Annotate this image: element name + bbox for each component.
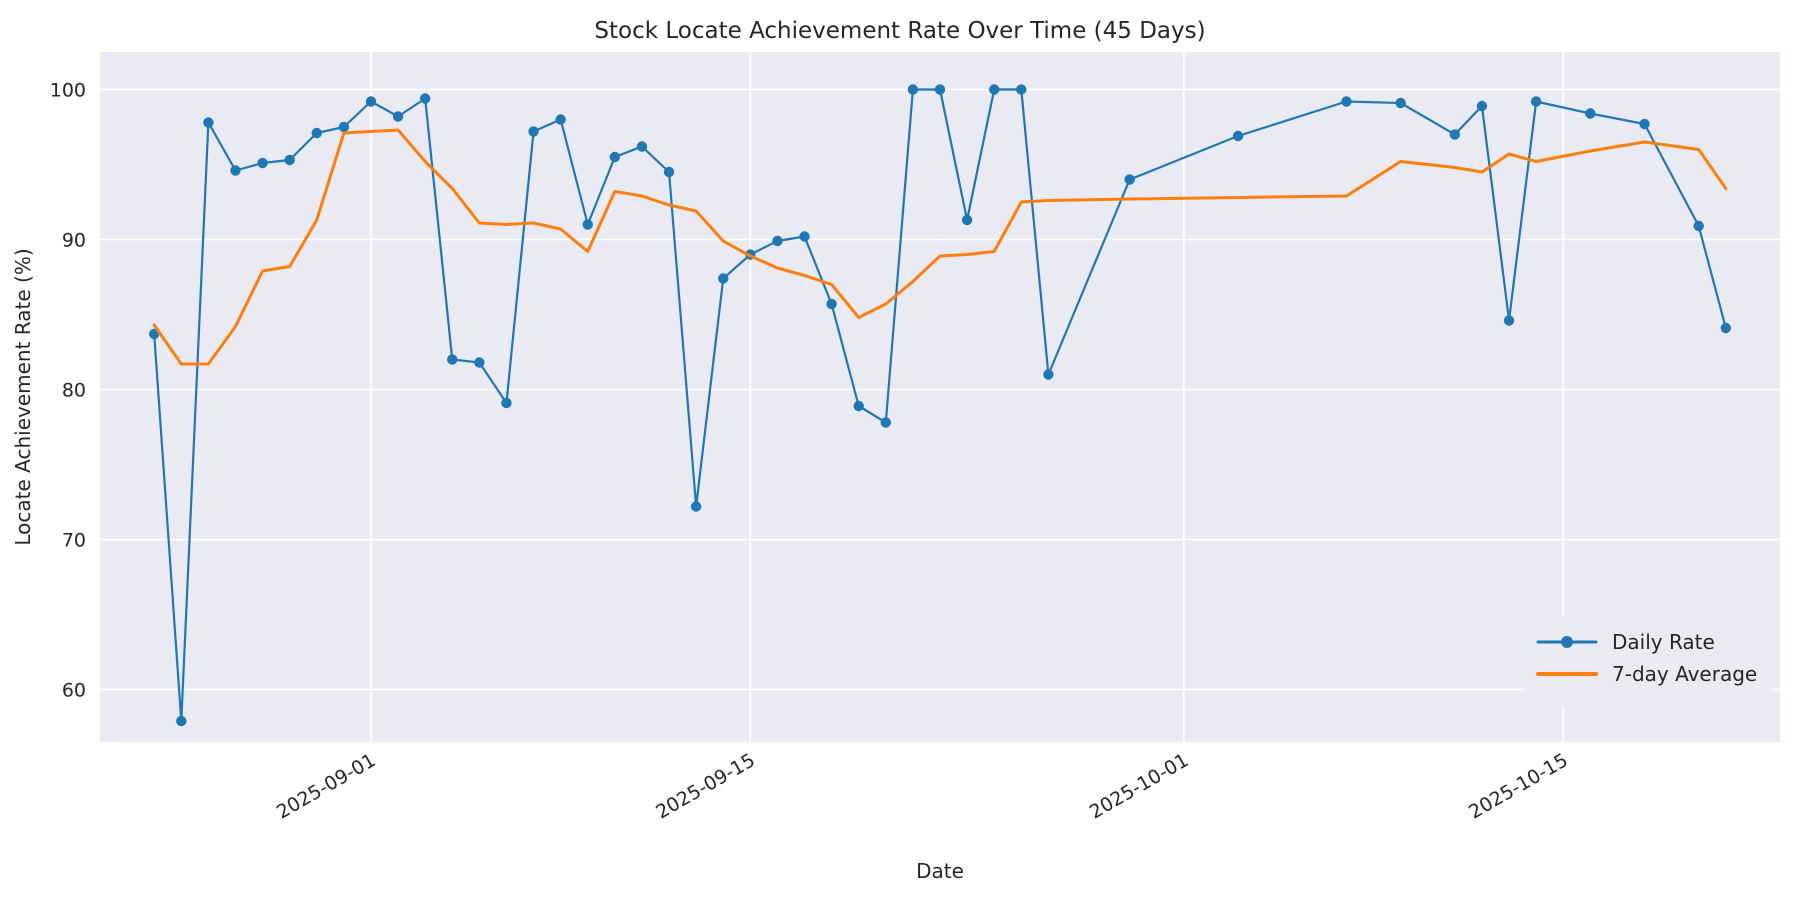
legend-item-label: Daily Rate	[1612, 630, 1715, 654]
data-point-marker	[1232, 130, 1244, 142]
data-point-marker	[392, 111, 404, 122]
y-tick-label: 90	[62, 230, 86, 252]
data-point-marker	[636, 141, 648, 152]
y-tick-label: 70	[62, 530, 86, 552]
data-point-marker	[176, 715, 187, 727]
data-point-marker	[148, 328, 160, 340]
data-point-marker	[663, 166, 675, 178]
data-point-marker	[934, 84, 946, 95]
legend-item-7-day-average[interactable]: 7-day Average	[1536, 662, 1757, 686]
data-point-marker	[1124, 174, 1135, 185]
data-point-marker	[1016, 84, 1027, 95]
y-axis-label: Locate Achievement Rate (%)	[11, 248, 35, 545]
y-gridlines	[100, 88, 1780, 691]
plot-area-background	[100, 52, 1780, 742]
data-point-marker	[1449, 129, 1461, 140]
data-point-marker	[1585, 108, 1596, 119]
data-point-marker	[988, 84, 1000, 95]
legend-swatch-marker	[1561, 636, 1573, 648]
data-point-marker	[799, 231, 810, 242]
data-point-marker	[1530, 96, 1542, 107]
data-point-marker	[1639, 118, 1650, 130]
data-point-marker	[555, 114, 566, 125]
data-point-marker	[1476, 100, 1488, 112]
y-tick-label: 60	[62, 680, 86, 702]
data-point-marker	[582, 219, 593, 230]
data-point-marker	[365, 96, 377, 107]
data-point-marker	[1043, 369, 1054, 380]
data-point-marker	[1720, 322, 1732, 334]
series-7-day-average	[152, 128, 1728, 366]
data-point-marker	[447, 354, 458, 365]
y-tick-label: 100	[50, 80, 86, 102]
data-point-marker	[474, 357, 485, 368]
data-point-marker	[284, 154, 295, 166]
data-point-marker	[961, 214, 973, 226]
data-point-marker	[907, 84, 919, 95]
legend-background	[1524, 616, 1772, 706]
data-point-marker	[826, 298, 837, 310]
x-axis-label: Date	[916, 859, 964, 883]
chart-title: Stock Locate Achievement Rate Over Time …	[594, 18, 1205, 44]
data-point-marker	[880, 417, 892, 428]
y-axis-tick-labels: 60 70 80 90 100	[50, 80, 86, 702]
data-point-marker	[501, 397, 512, 409]
data-point-marker	[772, 235, 783, 247]
data-series-layer	[148, 84, 1732, 727]
series-line	[152, 128, 1728, 366]
data-point-marker	[230, 165, 241, 176]
data-point-marker	[853, 400, 864, 412]
data-point-marker	[690, 501, 702, 512]
data-point-marker	[1395, 97, 1406, 109]
legend-item-label: 7-day Average	[1612, 662, 1757, 686]
data-point-marker	[1503, 315, 1515, 326]
series-line	[153, 88, 1727, 723]
data-point-marker	[257, 157, 268, 169]
data-point-marker	[419, 93, 431, 104]
chart-legend[interactable]: Daily Rate 7-day Average	[1524, 616, 1772, 706]
data-point-marker	[528, 126, 539, 137]
data-point-marker	[311, 127, 322, 139]
data-point-marker	[609, 151, 621, 163]
data-point-marker	[718, 273, 729, 284]
data-point-marker	[1341, 96, 1352, 107]
y-tick-label: 80	[62, 380, 86, 402]
data-point-marker	[1693, 220, 1704, 232]
data-point-marker	[338, 121, 350, 133]
legend-item-daily-rate[interactable]: Daily Rate	[1536, 630, 1715, 654]
data-point-marker	[203, 117, 214, 128]
